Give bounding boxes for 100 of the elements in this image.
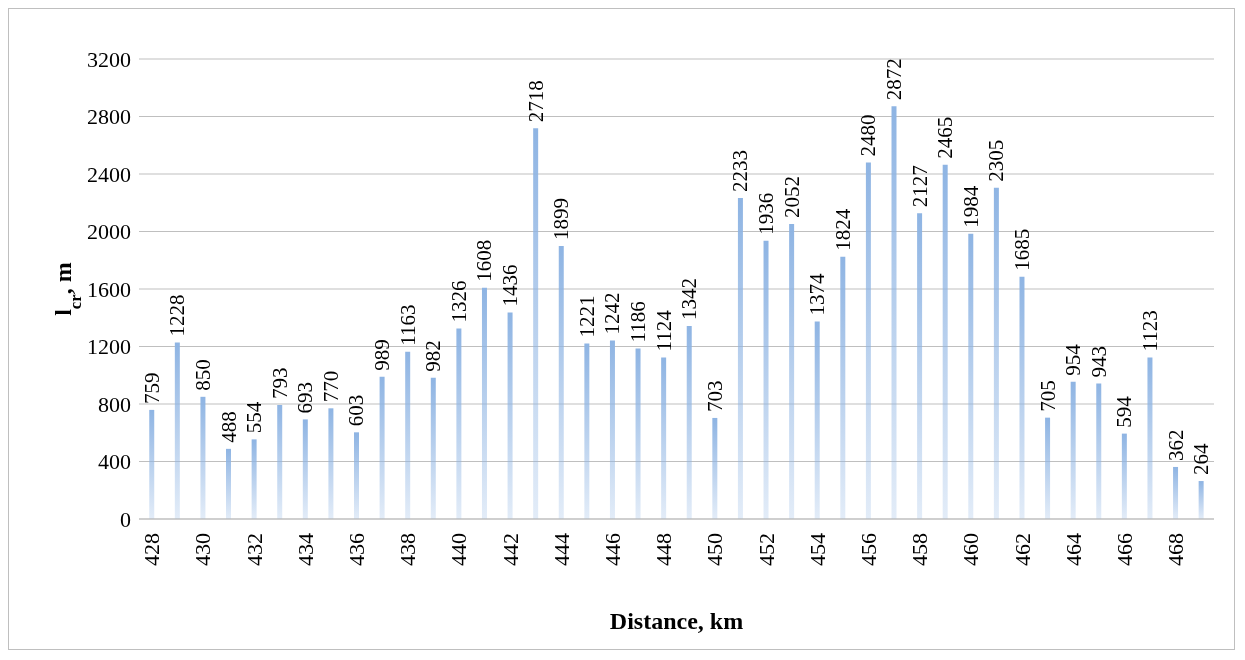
bar bbox=[1070, 381, 1076, 519]
bar bbox=[789, 224, 795, 519]
data-label: 2305 bbox=[984, 139, 1009, 182]
bar bbox=[942, 164, 948, 519]
bar bbox=[1198, 481, 1204, 519]
x-tick-label: 456 bbox=[855, 533, 881, 566]
data-label: 982 bbox=[421, 340, 446, 372]
data-label: 264 bbox=[1189, 443, 1214, 476]
data-label: 362 bbox=[1163, 429, 1188, 461]
data-label: 1824 bbox=[830, 208, 855, 251]
bar bbox=[1019, 276, 1025, 519]
bar bbox=[456, 328, 462, 519]
x-tick-label: 446 bbox=[600, 533, 626, 566]
bar bbox=[737, 198, 743, 519]
y-tick-label: 2400 bbox=[87, 161, 131, 187]
bar bbox=[328, 408, 334, 519]
data-label: 594 bbox=[1112, 395, 1137, 428]
x-tick-label: 432 bbox=[241, 533, 267, 566]
bar bbox=[149, 409, 155, 519]
data-label: 954 bbox=[1061, 343, 1086, 376]
data-label: 703 bbox=[702, 380, 727, 412]
bar bbox=[379, 376, 385, 519]
x-tick-label: 442 bbox=[497, 533, 523, 566]
bar bbox=[584, 343, 590, 519]
data-label: 2718 bbox=[523, 80, 548, 123]
data-label: 1608 bbox=[472, 239, 497, 282]
bar bbox=[226, 448, 232, 519]
data-label: 2052 bbox=[779, 176, 804, 219]
bar bbox=[609, 340, 615, 519]
y-tick-label: 800 bbox=[98, 391, 131, 417]
data-label: 793 bbox=[267, 367, 292, 400]
x-tick-label: 444 bbox=[548, 533, 574, 566]
bar bbox=[1096, 383, 1102, 519]
x-tick-label: 454 bbox=[804, 533, 830, 566]
data-label: 1899 bbox=[549, 198, 574, 241]
data-label: 1186 bbox=[626, 301, 651, 343]
bar bbox=[840, 256, 846, 519]
bar bbox=[277, 405, 283, 519]
x-tick-label: 430 bbox=[190, 533, 216, 566]
data-label: 1242 bbox=[600, 292, 625, 335]
data-label: 759 bbox=[139, 372, 164, 404]
x-tick-label: 460 bbox=[958, 533, 984, 566]
bar bbox=[507, 312, 513, 519]
bar bbox=[1173, 466, 1179, 519]
data-label: 1228 bbox=[165, 294, 190, 337]
data-label: 943 bbox=[1086, 345, 1111, 378]
data-label: 705 bbox=[1035, 380, 1060, 412]
data-label: 488 bbox=[216, 411, 241, 443]
bar bbox=[686, 326, 692, 519]
y-tick-label: 2000 bbox=[87, 219, 131, 245]
x-tick-label: 462 bbox=[1009, 533, 1035, 566]
y-tick-label: 0 bbox=[120, 506, 131, 532]
data-label: 1163 bbox=[395, 304, 420, 346]
bar bbox=[200, 396, 206, 519]
data-label: 1124 bbox=[651, 309, 676, 352]
x-tick-label: 440 bbox=[446, 533, 472, 566]
x-axis-title: Distance, km bbox=[609, 608, 744, 634]
bar bbox=[1045, 417, 1051, 519]
bar bbox=[993, 187, 999, 519]
x-tick-label: 436 bbox=[344, 533, 370, 566]
data-label: 1342 bbox=[677, 278, 702, 321]
bar bbox=[814, 321, 820, 519]
data-label: 1374 bbox=[805, 272, 830, 316]
data-label: 770 bbox=[318, 370, 343, 403]
bar bbox=[763, 240, 769, 519]
x-tick-label: 450 bbox=[702, 533, 728, 566]
bar bbox=[917, 213, 923, 519]
x-tick-label: 466 bbox=[1111, 533, 1137, 566]
data-label: 1221 bbox=[574, 295, 599, 338]
data-label: 2127 bbox=[907, 165, 932, 208]
data-label: 1123 bbox=[1137, 310, 1162, 352]
y-tick-label: 400 bbox=[98, 449, 131, 475]
data-label: 693 bbox=[293, 381, 318, 414]
data-label: 1685 bbox=[1009, 228, 1034, 271]
bar bbox=[558, 246, 564, 519]
data-label: 2233 bbox=[728, 150, 753, 193]
bar bbox=[251, 439, 257, 519]
y-tick-label: 1200 bbox=[87, 334, 131, 360]
bar bbox=[302, 419, 308, 519]
x-tick-label: 438 bbox=[395, 533, 421, 566]
bar bbox=[865, 162, 871, 519]
x-tick-label: 448 bbox=[651, 533, 677, 566]
data-label: 850 bbox=[190, 359, 215, 391]
data-label: 603 bbox=[344, 394, 369, 427]
bar bbox=[661, 357, 667, 519]
bar bbox=[533, 128, 539, 519]
x-tick-label: 452 bbox=[753, 533, 779, 566]
x-tick-label: 458 bbox=[907, 533, 933, 566]
bar bbox=[635, 348, 641, 519]
bar bbox=[891, 106, 897, 519]
bar bbox=[354, 432, 359, 519]
data-label: 554 bbox=[242, 401, 267, 434]
bar bbox=[430, 377, 436, 519]
x-tick-label: 434 bbox=[292, 533, 318, 566]
x-tick-label: 428 bbox=[139, 533, 165, 566]
data-label: 2872 bbox=[882, 58, 906, 101]
bar bbox=[1147, 357, 1153, 519]
data-label: 989 bbox=[370, 339, 395, 371]
y-tick-label: 3200 bbox=[87, 46, 131, 72]
x-tick-label: 464 bbox=[1060, 533, 1086, 566]
